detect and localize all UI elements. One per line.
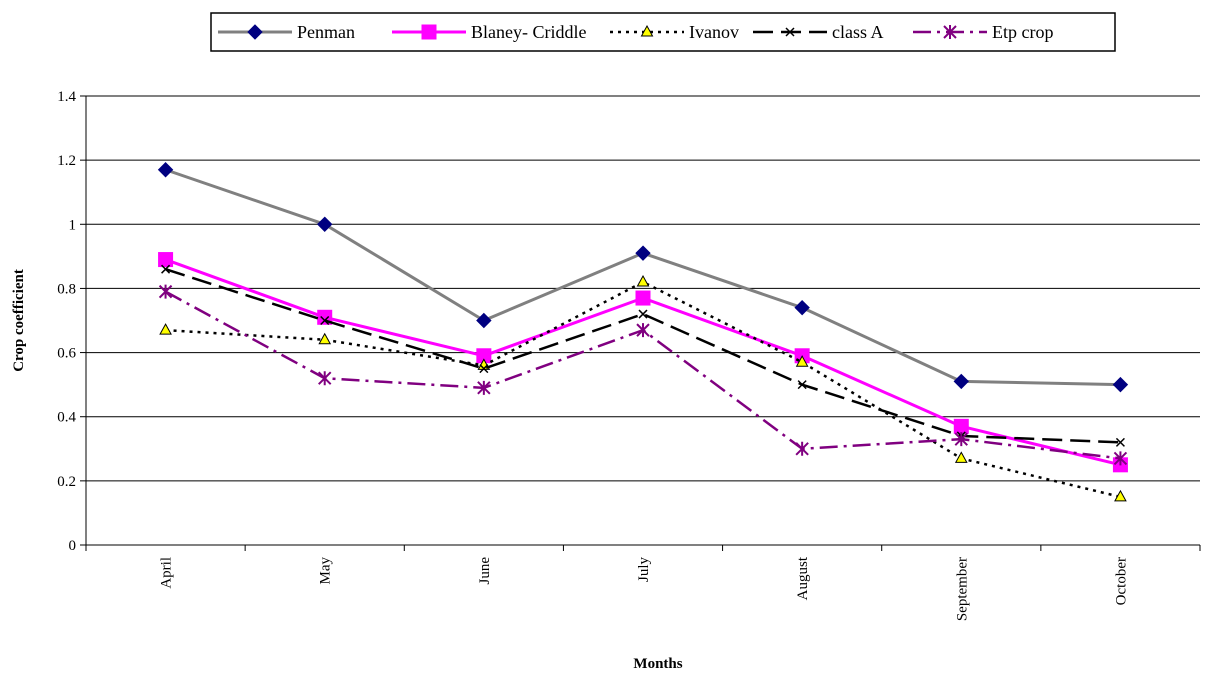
legend-entry: Ivanov	[610, 22, 739, 42]
data-point	[797, 380, 807, 390]
data-point	[476, 312, 492, 329]
legend-label: class A	[832, 22, 884, 42]
legend-marker	[247, 24, 263, 40]
legend-entry: Blaney- Criddle	[392, 22, 586, 42]
legend-label: Ivanov	[689, 22, 739, 42]
y-tick-label: 0.2	[57, 474, 76, 490]
data-point	[1112, 376, 1129, 393]
y-tick-label: 0	[69, 538, 77, 554]
y-tick-label: 0.8	[57, 281, 76, 297]
legend-entry: Etp crop	[913, 22, 1053, 42]
data-point	[317, 216, 333, 232]
y-tick-label: 0.6	[57, 346, 76, 362]
series-penman	[157, 162, 1129, 393]
series-line	[165, 258, 1121, 467]
data-point	[318, 332, 332, 345]
data-point	[320, 315, 330, 326]
series-group	[157, 162, 1129, 502]
x-axis-title: Months	[633, 656, 682, 672]
data-point	[1114, 489, 1127, 502]
y-tick-label: 1	[69, 217, 77, 233]
data-point	[795, 355, 809, 367]
data-point	[635, 290, 651, 306]
data-point	[794, 299, 810, 316]
gridlines	[86, 95, 1200, 482]
x-tick-label: May	[318, 557, 334, 585]
data-point	[1113, 451, 1128, 466]
legend-label: Blaney- Criddle	[471, 22, 586, 42]
legend-entry: class A	[753, 22, 884, 42]
data-point	[954, 432, 968, 447]
data-point	[635, 245, 651, 261]
x-tick-label: August	[795, 556, 811, 600]
x-tick-label: October	[1113, 557, 1129, 605]
x-tick-label: June	[477, 557, 493, 585]
data-point	[636, 323, 650, 338]
legend-label: Etp crop	[992, 22, 1053, 42]
data-point	[795, 441, 809, 456]
legend-entry: Penman	[218, 22, 355, 42]
data-point	[638, 309, 648, 319]
x-tick-label: April	[159, 557, 175, 589]
x-ticks: April May June July August September October	[85, 545, 1201, 621]
legend-box	[210, 12, 1116, 52]
data-point	[161, 264, 171, 274]
data-point	[636, 274, 650, 287]
y-tick-label: 1.2	[57, 153, 76, 169]
legend: Penman Blaney- Criddle Ivanov class A Etp cr…	[210, 12, 1116, 52]
y-tick-label: 0.4	[57, 410, 76, 426]
legend-marker	[943, 25, 957, 39]
data-point	[1115, 437, 1125, 447]
x-tick-label: July	[636, 557, 652, 583]
y-tick-label: 1.4	[57, 89, 76, 105]
data-point	[158, 284, 173, 299]
data-point	[953, 418, 969, 434]
data-point	[477, 380, 491, 395]
y-ticks: 0 0.2 0.4 0.6 0.8 1 1.2 1.4	[57, 89, 86, 554]
data-point	[953, 373, 969, 390]
data-point	[157, 162, 174, 178]
legend-label: Penman	[297, 22, 355, 42]
legend-marker	[785, 27, 795, 37]
data-point	[318, 371, 332, 386]
data-point	[954, 451, 968, 463]
data-point	[158, 252, 174, 268]
x-tick-label: September	[954, 557, 970, 621]
series-etp-crop	[158, 284, 1128, 466]
y-axis-title: Crop coefficient	[11, 269, 27, 372]
legend-marker	[640, 24, 654, 37]
legend-marker	[421, 24, 437, 40]
data-point	[479, 364, 489, 374]
data-point	[159, 323, 172, 335]
axes	[85, 96, 1200, 546]
